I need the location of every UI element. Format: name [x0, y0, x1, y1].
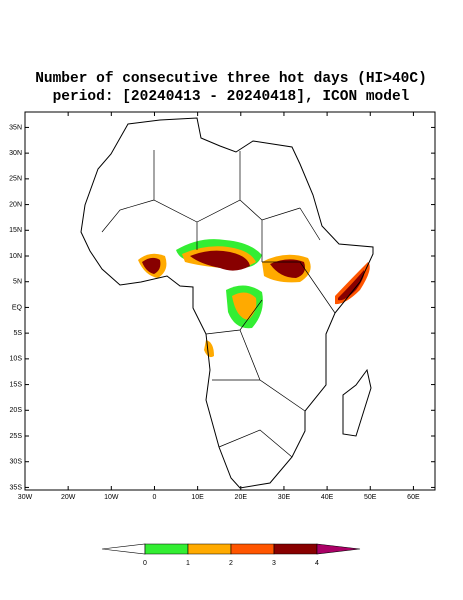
colorbar-label: 0	[143, 560, 147, 567]
lat-label: 20S	[10, 407, 23, 414]
lat-label: 5N	[13, 279, 22, 286]
hot-area	[270, 259, 305, 278]
colorbar-label: 1	[186, 560, 190, 567]
lat-label: 35N	[9, 124, 22, 131]
lon-label: 20W	[61, 494, 76, 501]
colorbar-swatch	[144, 543, 189, 555]
colorbar-label: 3	[272, 560, 276, 567]
lat-label: 25N	[9, 176, 22, 183]
hot-area	[190, 250, 250, 271]
colorbar-label: 4	[315, 560, 319, 567]
lat-label: 35S	[10, 484, 23, 491]
hot-area	[142, 257, 161, 274]
hot-area	[232, 292, 257, 320]
lat-label: 5S	[13, 330, 22, 337]
borders	[101, 150, 336, 458]
africa-coast	[80, 117, 374, 489]
lat-label: 30N	[9, 150, 22, 157]
lon-label: 40E	[321, 494, 334, 501]
lon-label: 10E	[191, 494, 204, 501]
colorbar-swatch	[273, 543, 318, 555]
colorbar-swatch	[316, 543, 361, 555]
hot-area	[338, 270, 365, 301]
lat-label: 15N	[9, 227, 22, 234]
lat-label: 10S	[10, 356, 23, 363]
hot-area	[204, 340, 214, 358]
lat-label: EQ	[12, 304, 23, 311]
lon-label: 20E	[235, 494, 248, 501]
lat-label: 30S	[10, 459, 23, 466]
lon-label: 50E	[364, 494, 377, 501]
land-outlines	[80, 117, 374, 489]
colorbar-swatch	[101, 543, 146, 555]
lon-label: 0	[153, 494, 157, 501]
madagascar	[342, 368, 372, 437]
colorbar-swatch	[230, 543, 275, 555]
subtitle: period: [20240413 - 20240418], ICON mode…	[53, 89, 410, 105]
lon-label: 10W	[104, 494, 119, 501]
colorbar-label: 2	[229, 560, 233, 567]
lon-label: 30W	[18, 494, 33, 501]
lat-label: 10N	[9, 253, 22, 260]
title: Number of consecutive three hot days (HI…	[35, 71, 427, 87]
lon-label: 30E	[278, 494, 291, 501]
lat-label: 15S	[10, 381, 23, 388]
axes: 35N 30N 25N 20N 15N 10N 5N EQ 5S 10S 15S 20S 25S 30S 3…	[9, 112, 435, 501]
lat-label: 20N	[9, 201, 22, 208]
lon-label: 60E	[407, 494, 420, 501]
colorbar-swatch	[187, 543, 232, 555]
lat-label: 25S	[10, 433, 23, 440]
colorbar: 0 1 2 3 4	[101, 543, 361, 567]
